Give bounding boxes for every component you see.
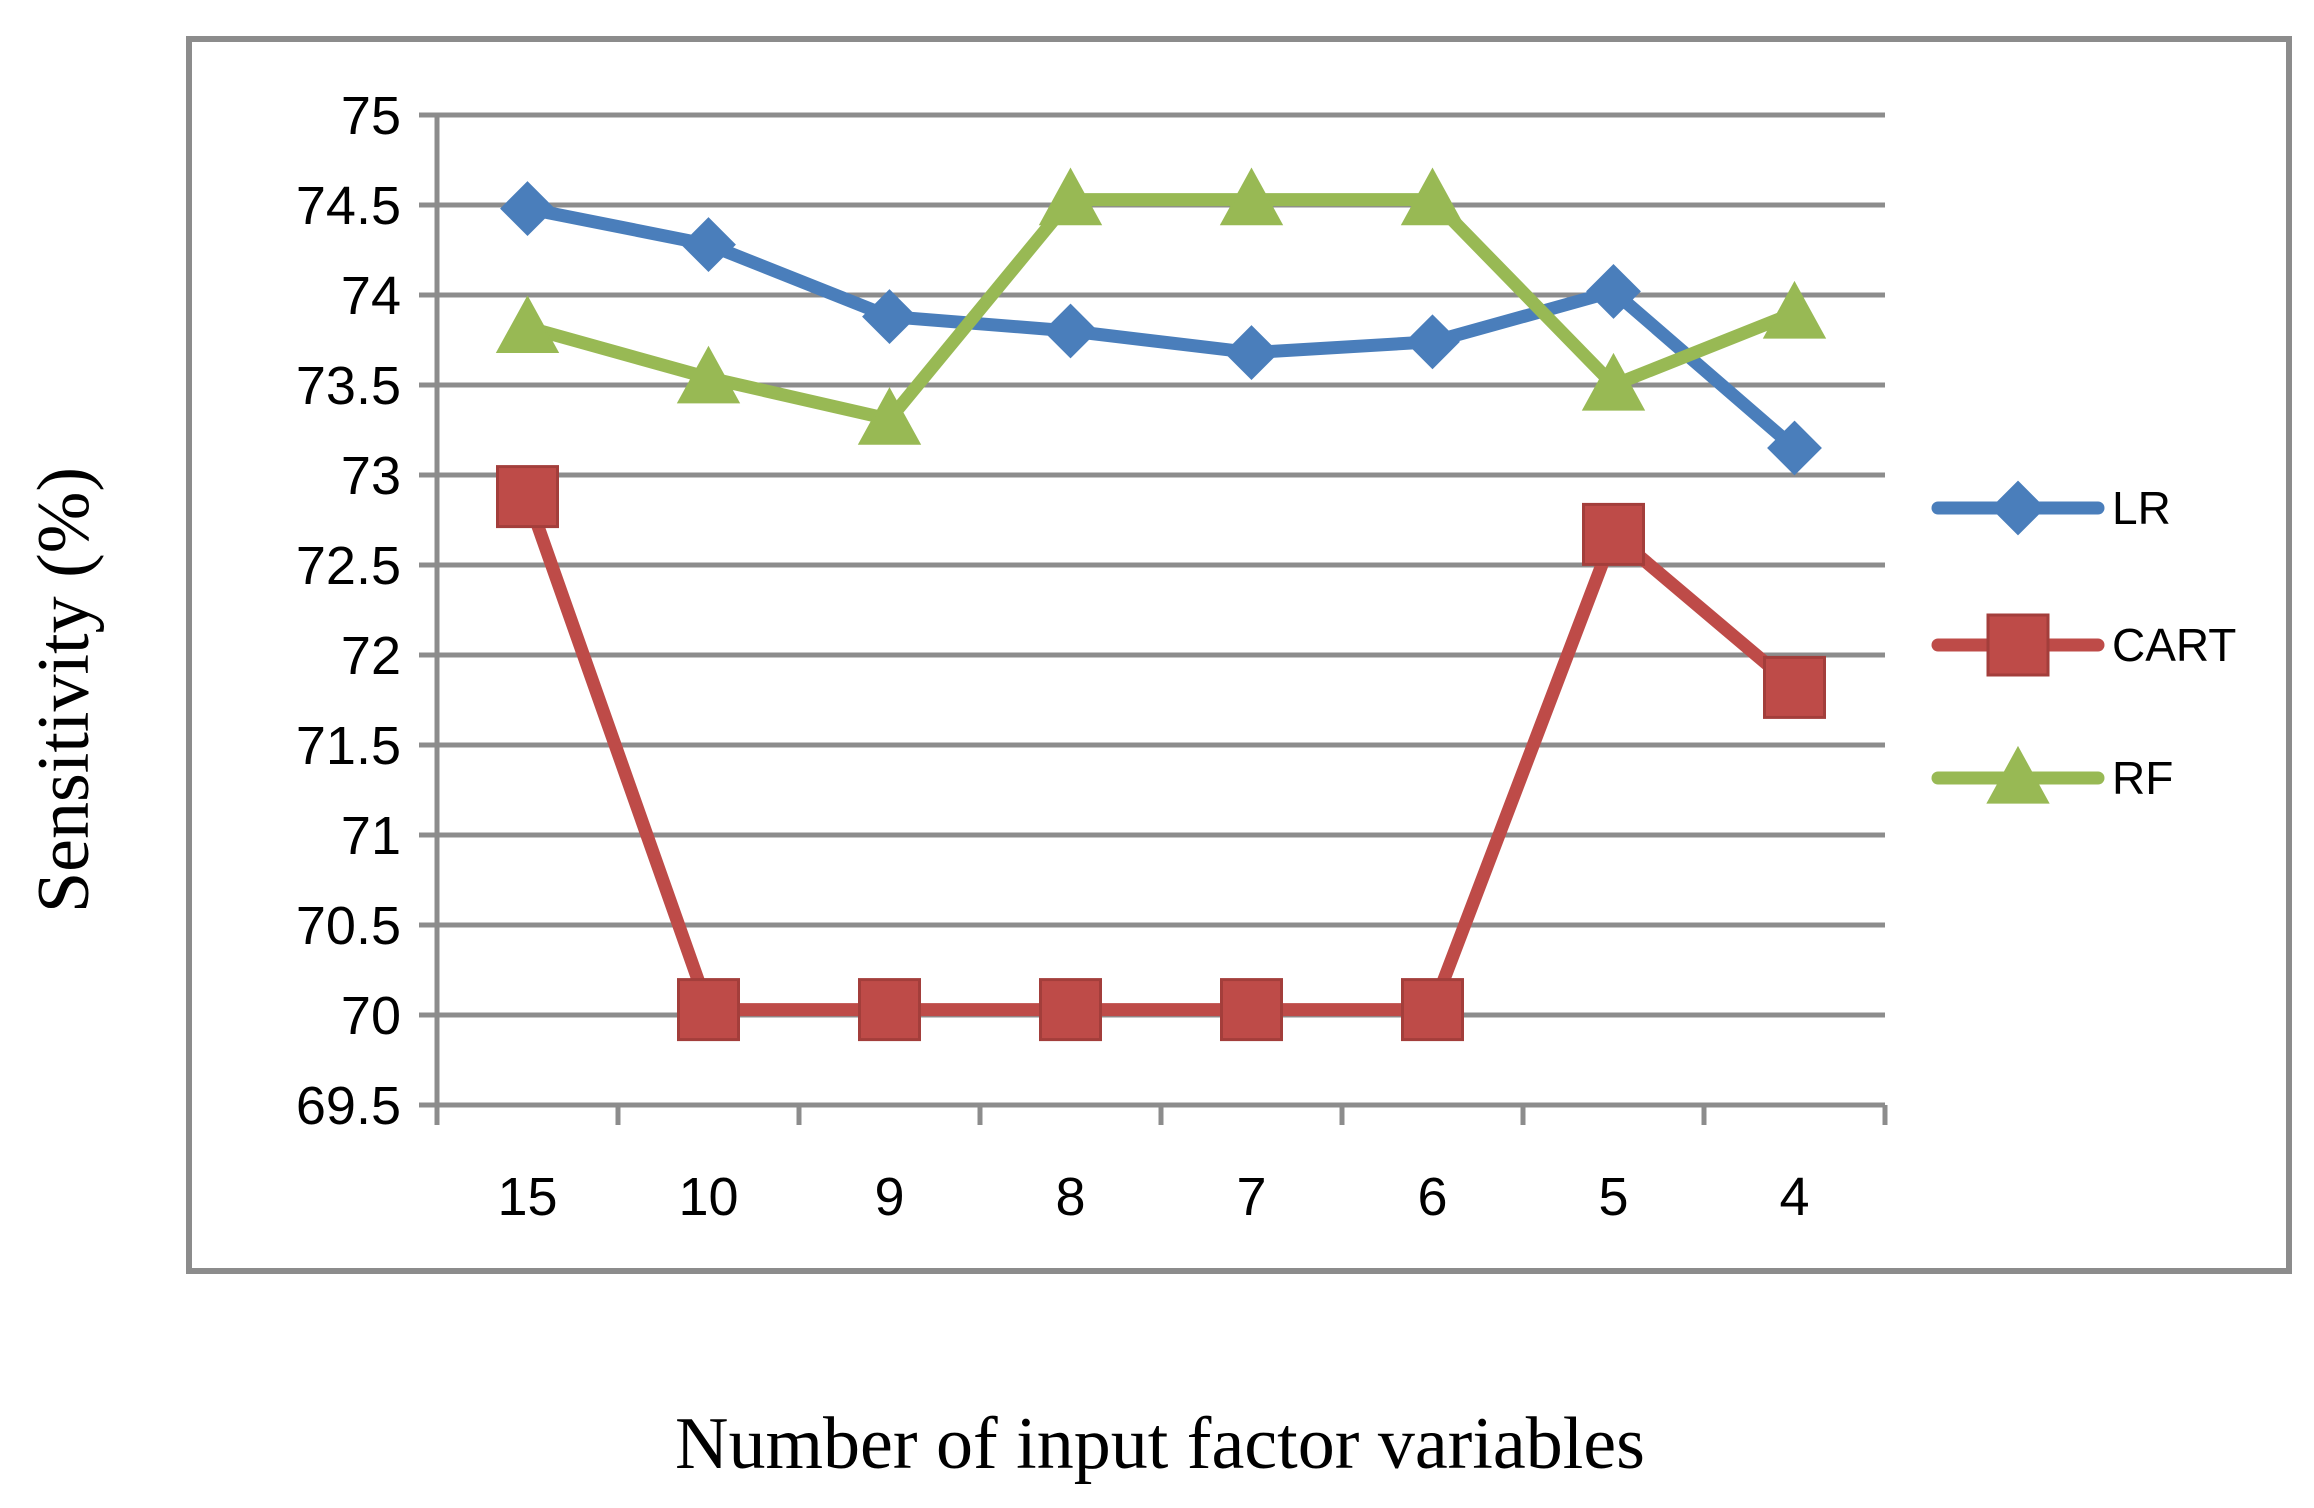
x-tick-label: 6	[1417, 1167, 1447, 1227]
series-cart	[496, 465, 1826, 1042]
legend-marker-cart	[1986, 613, 2050, 677]
x-axis-title: Number of input factor variables	[675, 1403, 1645, 1485]
series-line-rf	[521, 193, 1801, 426]
legend-item-cart: CART	[1931, 613, 2236, 677]
y-tick-label: 71.5	[296, 716, 401, 776]
legend-marker-lr	[1990, 480, 2046, 536]
data-point-rf	[1219, 167, 1284, 226]
data-point-rf	[495, 295, 560, 353]
legend-label-cart: CART	[2112, 619, 2236, 671]
series-line-lr	[521, 202, 1801, 455]
series-lr	[500, 181, 1822, 476]
data-point-lr	[1043, 303, 1098, 359]
data-point-lr	[1405, 314, 1460, 370]
data-point-cart	[1582, 502, 1645, 566]
x-tick-label: 10	[678, 1167, 738, 1227]
y-tick-label: 70	[341, 986, 401, 1046]
y-tick-label: 71	[341, 806, 401, 866]
legend-marker-rf	[1986, 745, 2050, 804]
data-point-lr	[500, 181, 555, 237]
data-point-lr	[1586, 263, 1641, 319]
data-point-lr	[1224, 325, 1279, 381]
data-point-cart	[1401, 978, 1464, 1042]
y-tick-label: 72	[341, 626, 401, 686]
data-point-rf	[1762, 280, 1827, 339]
data-point-cart	[858, 978, 921, 1042]
data-point-rf	[1038, 167, 1103, 226]
data-point-lr	[862, 289, 917, 345]
series-rf	[495, 167, 1827, 445]
data-point-cart	[1763, 655, 1826, 719]
data-point-rf	[857, 387, 922, 445]
data-point-rf	[676, 345, 741, 404]
data-point-rf	[1400, 167, 1465, 226]
data-point-lr	[681, 217, 736, 273]
legend: LR CART RF	[1931, 480, 2236, 804]
legend-item-rf: RF	[1931, 745, 2173, 804]
data-point-rf	[1581, 352, 1646, 411]
x-tick-label: 7	[1236, 1167, 1266, 1227]
data-point-cart	[1220, 978, 1283, 1042]
y-axis-title: Sensitivity (%)	[23, 467, 105, 913]
x-tick-label: 4	[1779, 1167, 1809, 1227]
x-tick-label: 9	[874, 1167, 904, 1227]
y-tick-label: 75	[341, 86, 401, 146]
data-point-lr	[1767, 420, 1822, 476]
data-point-cart	[1039, 978, 1102, 1042]
x-tick-labels: 15 10 9 8 7 6 5 4	[497, 1167, 1809, 1227]
y-tick-labels: 69.5 70 70.5 71 71.5 72 72.5 73 73.5 74 74.5 75	[296, 86, 401, 1136]
data-point-cart	[496, 465, 559, 529]
legend-item-lr: LR	[1931, 480, 2171, 536]
x-tick-label: 5	[1598, 1167, 1628, 1227]
y-tick-label: 70.5	[296, 896, 401, 956]
series	[495, 167, 1827, 1042]
legend-label-rf: RF	[2112, 752, 2173, 804]
y-tick-label: 69.5	[296, 1076, 401, 1136]
y-tick-label: 73	[341, 446, 401, 506]
x-tick-label: 8	[1055, 1167, 1085, 1227]
y-tick-label: 72.5	[296, 536, 401, 596]
data-point-cart	[677, 978, 740, 1042]
y-tick-label: 74.5	[296, 176, 401, 236]
y-tick-label: 74	[341, 266, 401, 326]
legend-label-lr: LR	[2112, 482, 2171, 534]
axes	[419, 112, 1888, 1125]
y-tick-label: 73.5	[296, 356, 401, 416]
x-tick-label: 15	[497, 1167, 557, 1227]
